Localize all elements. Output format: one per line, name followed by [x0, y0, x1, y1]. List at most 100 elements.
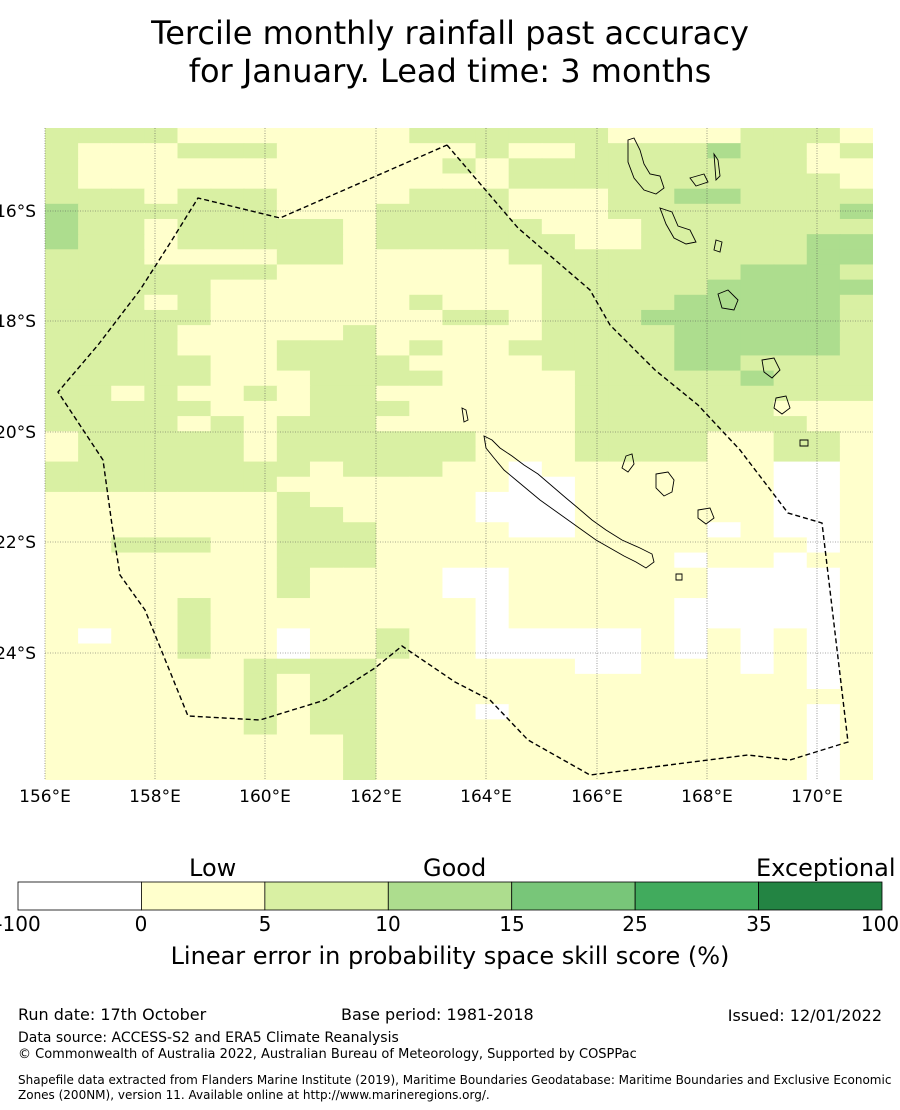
grid-cell — [376, 416, 410, 432]
grid-cell — [707, 325, 742, 341]
grid-cell — [177, 491, 212, 508]
grid-cell — [508, 734, 543, 751]
grid-cell — [243, 613, 278, 629]
grid-cell — [707, 264, 742, 281]
grid-cell — [276, 522, 311, 538]
colorbar-swatch — [634, 881, 759, 911]
grid-cell — [541, 582, 576, 599]
grid-cell — [773, 552, 808, 569]
grid-cell — [740, 128, 775, 144]
grid-cell — [674, 264, 708, 281]
grid-cell — [177, 249, 212, 266]
grid-cell — [608, 370, 642, 387]
grid-cell — [210, 749, 245, 766]
grid-cell — [111, 143, 145, 159]
grid-cell — [674, 598, 708, 614]
grid-cell — [111, 598, 145, 614]
grid-cell — [674, 158, 708, 175]
grid-cell — [773, 294, 808, 311]
grid-cell — [508, 203, 543, 220]
grid-cell — [276, 613, 311, 629]
colorbar-swatch — [511, 881, 636, 911]
grid-cell — [111, 309, 145, 326]
grid-cell — [541, 294, 576, 311]
grid-cell — [376, 582, 410, 599]
grid-cell — [376, 749, 410, 766]
grid-cell — [243, 325, 278, 341]
grid-cell — [343, 689, 377, 705]
grid-cell — [343, 461, 377, 478]
grid-cell — [773, 234, 808, 250]
grid-cell — [276, 764, 311, 780]
grid-cell — [508, 704, 543, 720]
grid-cell — [475, 340, 510, 357]
grid-cell — [641, 764, 675, 780]
grid-cell — [574, 203, 609, 220]
grid-cell — [309, 355, 344, 372]
grid-cell — [210, 355, 245, 372]
grid-cell — [45, 719, 79, 736]
grid-cell — [78, 461, 112, 478]
grid-cell — [409, 431, 444, 448]
grid-cell — [210, 582, 245, 599]
grid-cell — [541, 203, 576, 220]
grid-cell — [707, 689, 742, 705]
grid-cell — [210, 689, 245, 705]
grid-cell — [409, 355, 444, 372]
grid-cell — [111, 173, 145, 190]
grid-cell — [442, 294, 477, 311]
grid-cell — [409, 461, 444, 478]
grid-cell — [243, 507, 278, 523]
grid-cell — [276, 719, 311, 736]
grid-cell — [806, 218, 841, 235]
grid-cell — [45, 279, 79, 296]
grid-cell — [839, 567, 873, 584]
grid-cell — [111, 279, 145, 296]
grid-cell — [641, 582, 675, 599]
grid-cell — [177, 446, 212, 463]
grid-cell — [243, 446, 278, 463]
grid-cell — [409, 218, 444, 235]
grid-cell — [78, 188, 112, 205]
grid-cell — [343, 340, 377, 357]
grid-cell — [442, 552, 477, 569]
shapefile-credit-line-1: Shapefile data extracted from Flanders M… — [18, 1073, 892, 1087]
grid-cell — [45, 446, 79, 463]
grid-cell — [409, 734, 444, 751]
grid-cell — [45, 749, 79, 766]
grid-cell — [674, 764, 708, 780]
grid-cell — [806, 476, 841, 493]
grid-cell — [475, 491, 510, 508]
grid-cell — [442, 673, 477, 690]
grid-cell — [376, 203, 410, 220]
grid-cell — [111, 370, 145, 387]
grid-cell — [111, 203, 145, 220]
grid-cell — [740, 734, 775, 751]
grid-cell — [210, 158, 245, 175]
grid-cell — [641, 385, 675, 402]
eez-boundary-new-caledonia — [57, 144, 849, 776]
grid-cell — [475, 552, 510, 569]
grid-cell — [574, 628, 609, 645]
grid-cell — [608, 734, 642, 751]
lon-label-158: 158°E — [129, 787, 181, 807]
grid-cell — [442, 249, 477, 266]
grid-cell — [806, 658, 841, 675]
grid-cell — [343, 128, 377, 144]
grid-cell — [574, 461, 609, 478]
grid-cell — [508, 264, 543, 281]
grid-cell — [309, 249, 344, 266]
grid-cell — [773, 507, 808, 523]
grid-cell — [45, 370, 79, 387]
colorbar-tick-0: 0 — [134, 912, 148, 936]
grid-cell — [806, 249, 841, 266]
grid-cell — [574, 704, 609, 720]
grid-cell — [773, 128, 808, 144]
grid-cell — [674, 203, 708, 220]
grid-cell — [608, 400, 642, 417]
grid-cell — [773, 461, 808, 478]
grid-cell — [111, 552, 145, 569]
grid-cell — [574, 522, 609, 538]
grid-cell — [111, 704, 145, 720]
grid-cell — [309, 416, 344, 432]
